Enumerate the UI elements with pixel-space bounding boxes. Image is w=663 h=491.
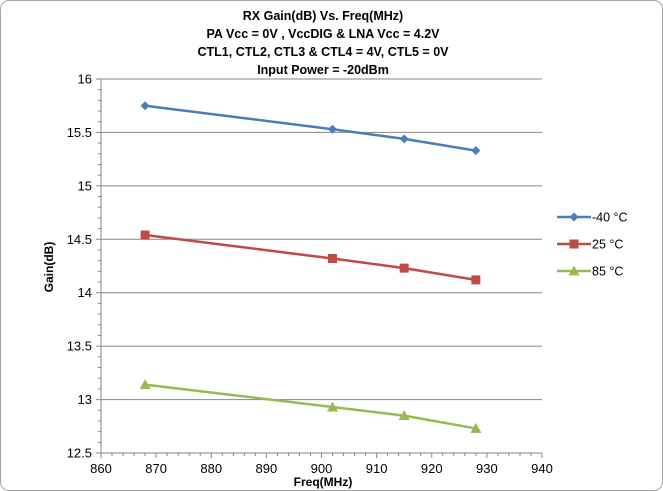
y-tick-label: 14.5 bbox=[67, 232, 92, 247]
y-tick-label: 15.5 bbox=[67, 125, 92, 140]
chart-title-line-1: RX Gain(dB) Vs. Freq(MHz) bbox=[243, 9, 403, 23]
x-tick-label: 900 bbox=[311, 461, 333, 476]
y-tick-label: 14 bbox=[78, 285, 92, 300]
legend-item: 85 °C bbox=[557, 265, 623, 279]
chart-title: RX Gain(dB) Vs. Freq(MHz) PA Vcc = 0V , … bbox=[198, 9, 450, 77]
data-point bbox=[398, 410, 410, 420]
y-tick-label: 12.5 bbox=[67, 446, 92, 461]
chart-title-line-4: Input Power = -20dBm bbox=[257, 63, 389, 77]
data-point bbox=[471, 275, 481, 285]
legend: -40 °C 25 °C 85 °C bbox=[557, 211, 628, 279]
x-tick-labels: 860 870 880 890 900 910 920 930 940 bbox=[90, 461, 553, 476]
legend-marker bbox=[569, 212, 579, 222]
data-point bbox=[328, 124, 338, 134]
series-3 bbox=[139, 379, 482, 433]
legend-item: -40 °C bbox=[557, 211, 628, 225]
data-point bbox=[139, 379, 151, 390]
series-line bbox=[144, 104, 477, 152]
data-point bbox=[327, 401, 339, 412]
series-plot-area bbox=[139, 101, 482, 433]
x-tick-label: 930 bbox=[476, 461, 498, 476]
y-tick-label: 16 bbox=[78, 72, 92, 87]
legend-marker bbox=[568, 265, 580, 276]
legend-label: -40 °C bbox=[592, 211, 628, 225]
legend-label: 85 °C bbox=[592, 265, 623, 279]
legend-marker bbox=[569, 239, 579, 249]
data-point bbox=[140, 230, 150, 240]
x-tick-label: 890 bbox=[256, 461, 278, 476]
data-point bbox=[399, 134, 409, 144]
chart-title-line-3: CTL1, CTL2, CTL3 & CTL4 = 4V, CTL5 = 0V bbox=[198, 45, 450, 59]
data-point bbox=[471, 146, 481, 156]
data-point bbox=[140, 101, 150, 111]
y-tick-label: 15 bbox=[78, 178, 92, 193]
x-axis-title: Freq(MHz) bbox=[294, 475, 353, 489]
gridlines bbox=[101, 78, 542, 454]
x-tick-label: 860 bbox=[90, 461, 112, 476]
data-point bbox=[328, 254, 338, 264]
chart-title-line-2: PA Vcc = 0V , VccDIG & LNA Vcc = 4.2V bbox=[207, 27, 441, 41]
axes bbox=[96, 78, 543, 458]
y-tick-label: 13.5 bbox=[67, 339, 92, 354]
legend-item: 25 °C bbox=[557, 238, 623, 252]
x-tick-label: 880 bbox=[200, 461, 222, 476]
data-point bbox=[470, 422, 482, 433]
x-tick-label: 870 bbox=[145, 461, 167, 476]
series-2 bbox=[140, 230, 481, 285]
x-tick-label: 940 bbox=[531, 461, 553, 476]
x-tick-label: 920 bbox=[421, 461, 443, 476]
series-line bbox=[144, 383, 477, 430]
y-tick-label: 13 bbox=[78, 392, 92, 407]
y-axis-title: Gain(dB) bbox=[42, 242, 56, 293]
x-tick-label: 910 bbox=[366, 461, 388, 476]
series-1 bbox=[140, 101, 481, 156]
series-line bbox=[144, 233, 477, 282]
y-tick-labels: 12.5 13 13.5 14 14.5 15 15.5 16 bbox=[67, 72, 92, 461]
legend-label: 25 °C bbox=[592, 238, 623, 252]
data-point bbox=[399, 263, 409, 273]
